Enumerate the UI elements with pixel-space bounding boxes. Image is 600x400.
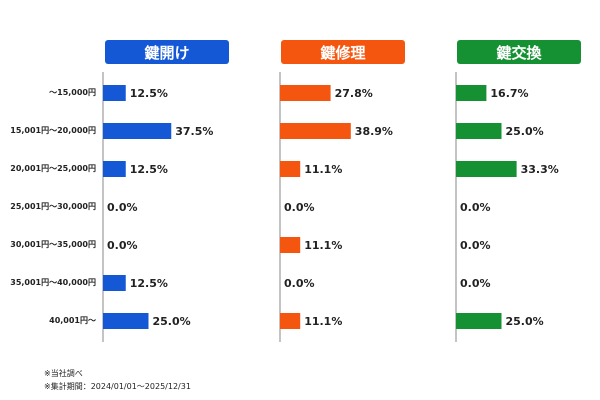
bar-2-0 — [456, 85, 487, 101]
data-label-0-3: 0.0% — [107, 201, 138, 214]
category-label-1: 15,001円〜20,000円 — [10, 126, 96, 135]
data-label-0-5: 12.5% — [130, 277, 168, 290]
category-label-6: 40,001円〜 — [49, 316, 96, 325]
bar-1-6 — [280, 313, 301, 329]
data-label-1-2: 11.1% — [304, 163, 342, 176]
note-source: ※当社調べ — [44, 369, 83, 378]
data-label-0-2: 12.5% — [130, 163, 168, 176]
data-label-2-2: 33.3% — [521, 163, 559, 176]
bar-2-6 — [456, 313, 502, 329]
category-label-5: 35,001円〜40,000円 — [10, 278, 96, 287]
data-label-0-1: 37.5% — [175, 125, 213, 138]
data-label-0-6: 25.0% — [153, 315, 191, 328]
bar-1-2 — [280, 161, 301, 177]
data-label-1-6: 11.1% — [304, 315, 342, 328]
series-header-1: 鍵修理 — [281, 40, 405, 64]
data-label-0-0: 12.5% — [130, 87, 168, 100]
category-label-3: 25,001円〜30,000円 — [10, 202, 96, 211]
data-label-1-4: 11.1% — [304, 239, 342, 252]
category-label-2: 20,001円〜25,000円 — [10, 164, 96, 173]
category-label-4: 30,001円〜35,000円 — [10, 240, 96, 249]
bar-0-5 — [103, 275, 126, 291]
bar-1-0 — [280, 85, 331, 101]
bar-0-2 — [103, 161, 126, 177]
bar-0-0 — [103, 85, 126, 101]
data-label-1-0: 27.8% — [335, 87, 373, 100]
series-header-0: 鍵開け — [105, 40, 229, 64]
category-label-0: 〜15,000円 — [49, 88, 96, 97]
data-label-2-6: 25.0% — [506, 315, 544, 328]
note-period: ※集計期間：2024/01/01〜2025/12/31 — [44, 382, 191, 391]
data-label-2-1: 25.0% — [506, 125, 544, 138]
bar-2-1 — [456, 123, 502, 139]
data-label-2-4: 0.0% — [460, 239, 491, 252]
data-label-2-0: 16.7% — [490, 87, 528, 100]
bar-0-1 — [103, 123, 172, 139]
data-label-1-3: 0.0% — [284, 201, 315, 214]
data-label-2-5: 0.0% — [460, 277, 491, 290]
series-header-2: 鍵交換 — [457, 40, 581, 64]
data-label-1-1: 38.9% — [355, 125, 393, 138]
data-label-0-4: 0.0% — [107, 239, 138, 252]
data-label-2-3: 0.0% — [460, 201, 491, 214]
bar-1-4 — [280, 237, 301, 253]
bar-0-6 — [103, 313, 149, 329]
bar-2-2 — [456, 161, 517, 177]
bar-1-1 — [280, 123, 351, 139]
data-label-1-5: 0.0% — [284, 277, 315, 290]
